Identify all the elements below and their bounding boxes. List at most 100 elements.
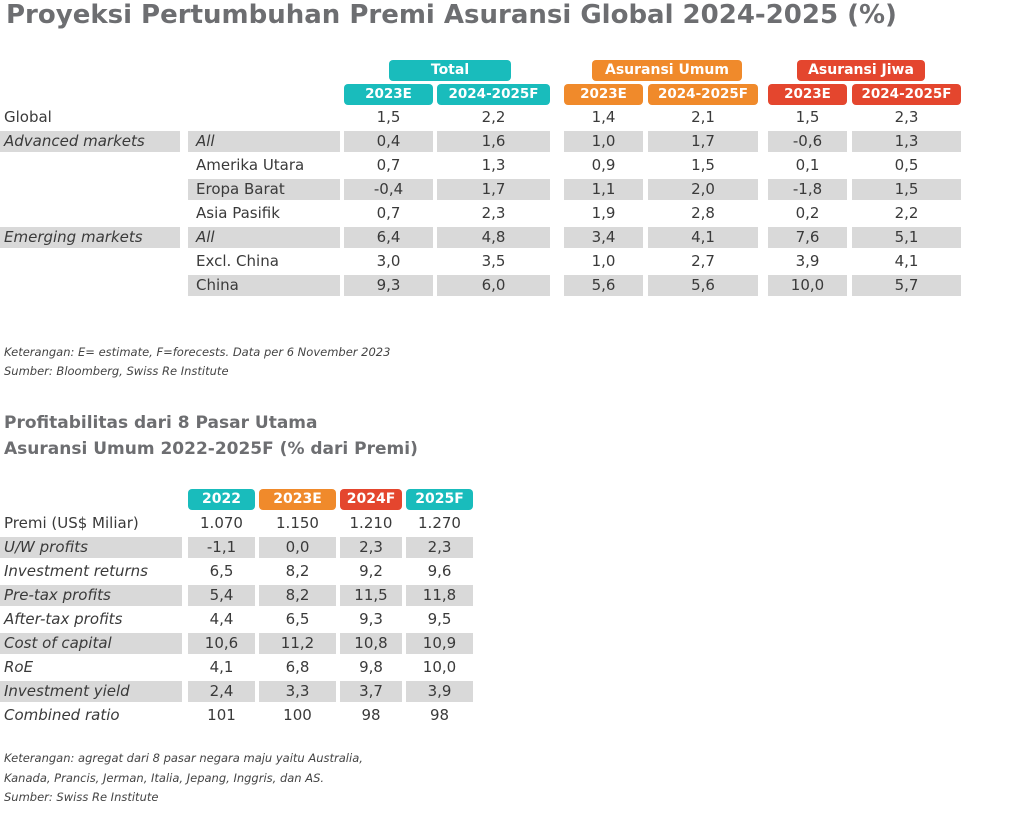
table-cell: -1,8 [768, 179, 847, 200]
table-cell: 2,0 [648, 179, 758, 200]
table-cell: 6,4 [344, 227, 433, 248]
table-cell: 9,5 [427, 610, 452, 628]
table-cell: 2,1 [691, 108, 715, 126]
table-cell: 3,7 [340, 681, 402, 702]
table-cell: 1,9 [591, 204, 616, 222]
table-cell: 0,7 [376, 156, 401, 174]
table-cell: 98 [429, 706, 450, 724]
table-cell: 3,4 [564, 227, 643, 248]
row-label: After-tax profits [4, 610, 123, 628]
table-cell: 1,1 [564, 179, 643, 200]
table-cell: 4,1 [648, 227, 758, 248]
row-label: Pre-tax profits [0, 585, 182, 606]
table-cell: 5,1 [852, 227, 961, 248]
table-cell: 5,7 [852, 275, 961, 296]
group-header-asuransi-jiwa: Asuransi Jiwa [797, 60, 925, 81]
table-cell: 5,4 [188, 585, 255, 606]
table-cell: 0,7 [376, 204, 401, 222]
page-title: Proyeksi Pertumbuhan Premi Asuransi Glob… [6, 0, 897, 30]
table-cell: -0,4 [344, 179, 433, 200]
table-cell: 10,0 [768, 275, 847, 296]
table-cell: 1.210 [349, 514, 393, 532]
table-cell: -0,6 [768, 131, 847, 152]
table-cell: 2,2 [481, 108, 506, 126]
table-cell: -1,1 [188, 537, 255, 558]
table-cell: 5,6 [648, 275, 758, 296]
table-cell: 1,0 [591, 252, 616, 270]
table-cell: 6,0 [437, 275, 550, 296]
table1-note: Keterangan: E= estimate, F=forecests. Da… [4, 345, 391, 359]
section-title-line1: Profitabilitas dari 8 Pasar Utama [4, 413, 318, 433]
table-cell: 4,8 [437, 227, 550, 248]
row-label: RoE [4, 658, 34, 676]
table-cell: 2,3 [894, 108, 919, 126]
table-cell: 2,2 [894, 204, 919, 222]
table-cell: 6,8 [285, 658, 310, 676]
row-sublabel: Asia Pasifik [196, 204, 280, 222]
table-cell: 100 [283, 706, 312, 724]
table-cell: 0,9 [591, 156, 616, 174]
table-cell: 0,1 [795, 156, 820, 174]
table-cell: 101 [207, 706, 236, 724]
table-cell: 2,3 [340, 537, 402, 558]
table1-source: Sumber: Bloomberg, Swiss Re Institute [4, 364, 229, 378]
table-cell: 1,3 [852, 131, 961, 152]
table-cell: 2,7 [691, 252, 715, 270]
row-label: U/W profits [0, 537, 182, 558]
table-cell: 0,5 [894, 156, 919, 174]
table-cell: 11,8 [406, 585, 473, 606]
table-cell: 0,4 [344, 131, 433, 152]
row-label: Combined ratio [4, 706, 120, 724]
section-title-line2: Asuransi Umum 2022-2025F (% dari Premi) [4, 439, 418, 459]
header-2025f: 2025F [406, 489, 473, 510]
table-cell: 8,2 [259, 585, 336, 606]
table-cell: 4,4 [209, 610, 234, 628]
table-cell: 10,0 [422, 658, 457, 676]
table-cell: 1,3 [481, 156, 506, 174]
subheader-total-2023e: 2023E [344, 84, 433, 105]
subheader-umum-2024-2025f: 2024-2025F [648, 84, 758, 105]
table-cell: 3,3 [259, 681, 336, 702]
row-label: Cost of capital [0, 633, 182, 654]
row-sublabel: Excl. China [196, 252, 279, 270]
table-cell: 1,5 [852, 179, 961, 200]
table-cell: 1,6 [437, 131, 550, 152]
table-cell: 5,6 [564, 275, 643, 296]
table-cell: 9,6 [427, 562, 452, 580]
table-cell: 9,3 [344, 275, 433, 296]
table-cell: 2,8 [691, 204, 715, 222]
row-sublabel: All [188, 227, 340, 248]
table-cell: 1,4 [591, 108, 616, 126]
table-cell: 7,6 [768, 227, 847, 248]
table-cell: 3,0 [376, 252, 401, 270]
subheader-umum-2023e: 2023E [564, 84, 643, 105]
table-cell: 2,3 [406, 537, 473, 558]
table-cell: 9,3 [359, 610, 383, 628]
table-cell: 6,5 [285, 610, 310, 628]
table-cell: 6,5 [209, 562, 234, 580]
table-cell: 1,7 [648, 131, 758, 152]
table-cell: 11,2 [259, 633, 336, 654]
table-cell: 98 [361, 706, 381, 724]
table-cell: 9,2 [359, 562, 383, 580]
row-label: Emerging markets [0, 227, 180, 248]
row-sublabel: All [188, 131, 340, 152]
table-cell: 1,7 [437, 179, 550, 200]
subheader-jiwa-2023e: 2023E [768, 84, 847, 105]
table-cell: 2,4 [188, 681, 255, 702]
table2-note-line2: Kanada, Prancis, Jerman, Italia, Jepang,… [4, 771, 325, 785]
table-cell: 1.070 [200, 514, 243, 532]
header-2023e: 2023E [259, 489, 336, 510]
table-cell: 1,5 [376, 108, 401, 126]
table-cell: 11,5 [340, 585, 402, 606]
subheader-total-2024-2025f: 2024-2025F [437, 84, 550, 105]
table-cell: 3,5 [481, 252, 506, 270]
table-cell: 1.270 [418, 514, 461, 532]
table-cell: 10,8 [340, 633, 402, 654]
table-cell: 4,1 [894, 252, 919, 270]
table-cell: 3,9 [406, 681, 473, 702]
row-sublabel: China [188, 275, 340, 296]
table-cell: 1.150 [276, 514, 319, 532]
group-header-asuransi-umum: Asuransi Umum [592, 60, 742, 81]
row-label: Premi (US$ Miliar) [4, 514, 139, 532]
